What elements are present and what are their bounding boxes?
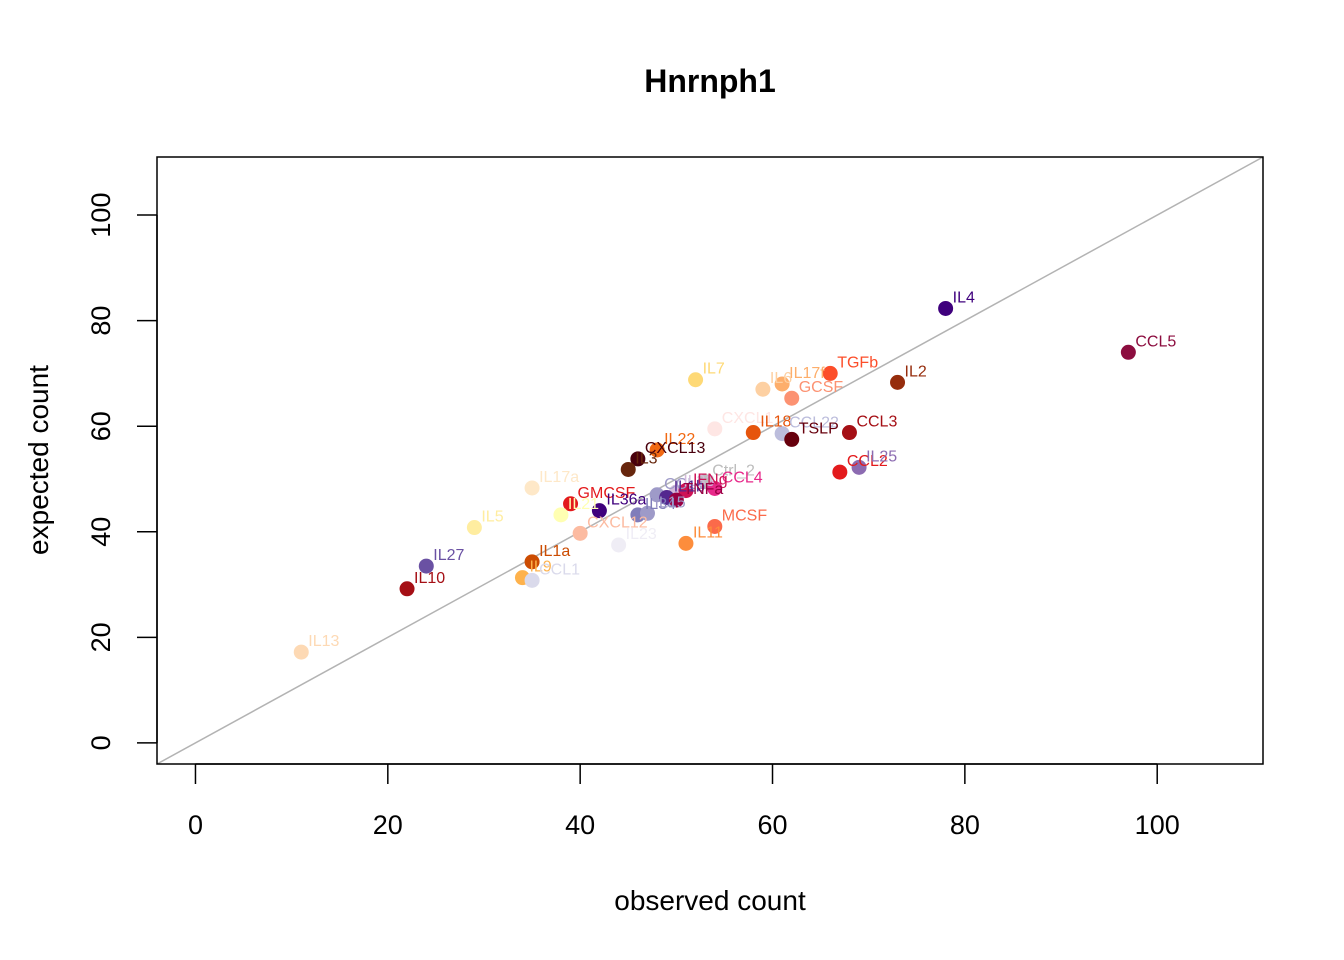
data-point [1120, 344, 1136, 360]
data-point-label: IL1b [674, 478, 705, 495]
identity-reference-line [156, 156, 1264, 765]
y-tick-label: 60 [86, 411, 116, 441]
x-tick-label: 0 [188, 810, 203, 840]
data-point-label: IL22 [664, 431, 695, 448]
data-point-label: CXCL13 [645, 440, 706, 457]
reference-line-group [156, 156, 1264, 765]
x-tick-label: 80 [950, 810, 980, 840]
data-point [707, 480, 723, 496]
data-point-label: IL4 [953, 289, 975, 306]
data-point [745, 425, 761, 441]
data-point-label: GCSF [799, 379, 844, 396]
y-tick-label: 80 [86, 306, 116, 336]
data-point-label: IL3 [635, 450, 657, 467]
data-point-label: CCL3 [856, 414, 897, 431]
x-axis-label: observed count [614, 885, 806, 916]
data-point-label: IL6 [770, 370, 792, 387]
data-point-label: IL13 [308, 633, 339, 650]
x-tick-label: 20 [373, 810, 403, 840]
data-point-label: IL17f [789, 365, 825, 382]
data-point [466, 520, 482, 536]
data-point-label: IL23 [626, 526, 657, 543]
data-point-label: CCL2 [847, 453, 888, 470]
data-point-label: TGFb [837, 354, 878, 371]
data-point-label: MCSF [722, 507, 768, 524]
data-point [890, 374, 906, 390]
data-point [707, 421, 723, 437]
data-point [418, 558, 434, 574]
x-tick-label: 40 [565, 810, 595, 840]
data-point-label: TNFa [683, 481, 723, 498]
data-point-label: CXCL1 [722, 410, 774, 427]
data-point [639, 505, 655, 521]
data-point [822, 365, 838, 381]
data-point-label: IL18 [760, 414, 791, 431]
data-point-label: IL1a [539, 543, 570, 560]
data-point-label: CCL5 [1135, 333, 1176, 350]
data-point [841, 425, 857, 441]
data-point-label: TSLP [799, 420, 839, 437]
data-point-label: IL33 [683, 473, 714, 490]
data-point [293, 644, 309, 660]
data-points [293, 300, 1136, 660]
data-point [688, 372, 704, 388]
data-point [611, 537, 627, 553]
data-point [620, 461, 636, 477]
data-point-label: IL34 [645, 496, 676, 513]
data-point-label: CCL22 [789, 415, 839, 432]
data-point [774, 376, 790, 392]
data-point [553, 507, 569, 523]
data-point-label: IFNg [693, 472, 728, 489]
chart-title: Hnrnph1 [644, 63, 776, 99]
data-point-label: IL27 [433, 547, 464, 564]
data-point [668, 492, 684, 508]
y-tick-label: 0 [86, 735, 116, 750]
data-point [707, 518, 723, 534]
y-axis-label: expected count [23, 365, 54, 555]
data-point-label: CXCL12 [587, 514, 648, 531]
data-point [572, 525, 588, 541]
data-point [832, 464, 848, 480]
data-point [630, 451, 646, 467]
data-point-label: IL15 [654, 494, 685, 511]
data-point [399, 581, 415, 597]
data-point-label: CCL1 [664, 476, 705, 493]
data-point-label: IL11 [693, 524, 723, 541]
data-point [755, 381, 771, 397]
data-point-label: IL25 [866, 448, 897, 465]
data-point-label: IL9 [529, 559, 551, 576]
data-point-label: CCL4 [722, 469, 763, 486]
data-point-label: IL21 [568, 496, 599, 513]
data-point [524, 554, 540, 570]
data-point [938, 300, 954, 316]
data-point-label: GMCSF [578, 485, 636, 502]
data-point-label: Ctrl_2 [712, 463, 755, 480]
y-tick-label: 40 [86, 517, 116, 547]
data-point [784, 390, 800, 406]
data-point [678, 535, 694, 551]
data-point-label: IL17a [539, 469, 579, 486]
data-point-label: IL2 [905, 363, 927, 380]
data-point-label: IL10 [414, 570, 445, 587]
y-tick-label: 100 [86, 193, 116, 238]
x-tick-label: 100 [1135, 810, 1180, 840]
data-point-label: IL5 [481, 509, 503, 526]
x-tick-label: 60 [757, 810, 787, 840]
data-point [591, 503, 607, 519]
data-point [649, 442, 665, 458]
y-tick-label: 20 [86, 622, 116, 652]
data-point-label: CCL1 [539, 561, 580, 578]
data-point-label: IL36a [606, 492, 646, 509]
data-point [524, 480, 540, 496]
plot-frame [156, 156, 1264, 765]
data-point [851, 459, 867, 475]
data-point [678, 483, 694, 499]
data-point [524, 572, 540, 588]
data-point [563, 496, 579, 512]
data-point [784, 431, 800, 447]
data-point-label: IL7 [703, 361, 725, 378]
